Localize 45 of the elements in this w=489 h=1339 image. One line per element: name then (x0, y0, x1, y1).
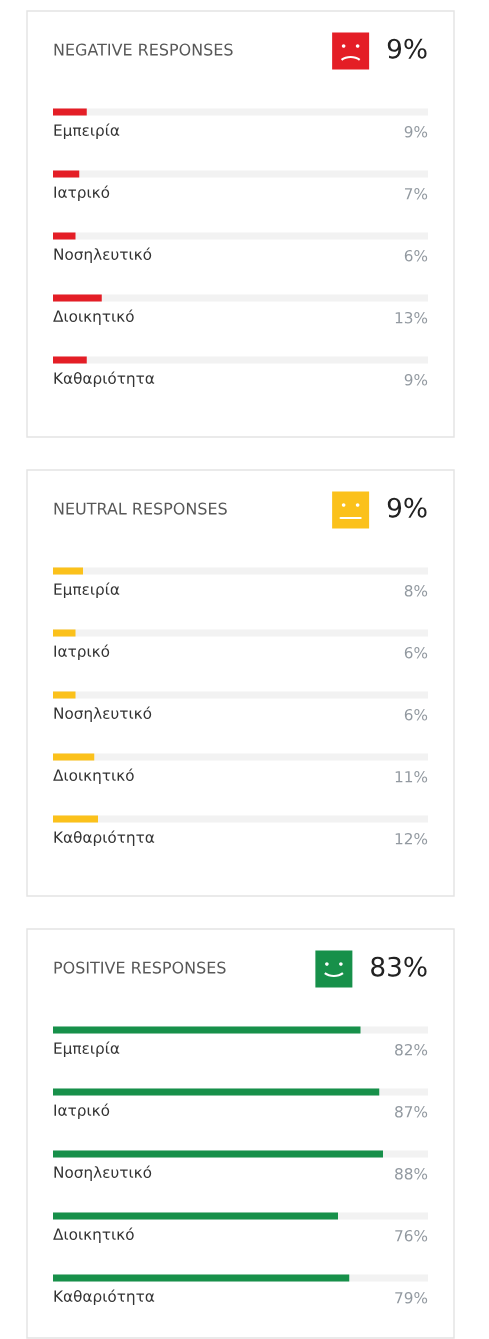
y-tick-label: Νοσηλευτικό (54, 247, 152, 263)
bar (53, 294, 102, 302)
text: 9% (387, 38, 427, 59)
data-label: 13% (395, 311, 428, 324)
data-label: 9% (404, 373, 428, 386)
y-tick-label: Ιατρικό (54, 644, 110, 660)
y-tick-label: Ιατρικό (54, 185, 110, 201)
bar (53, 356, 87, 364)
y-tick-label: Καθαριότητα (54, 1289, 155, 1305)
bar (53, 567, 83, 575)
data-label: 6% (404, 249, 428, 262)
y-tick-label: Ιατρικό (54, 1103, 110, 1119)
data-label: 76% (395, 1229, 428, 1242)
y-tick-label: Νοσηλευτικό (54, 706, 152, 722)
y-tick-label: Διοικητικό (53, 309, 134, 325)
data-label: 7% (405, 187, 428, 200)
data-label: 11% (395, 770, 428, 783)
y-tick-label: Διοικητικό (53, 1227, 134, 1243)
y-tick-label: Εμπειρία (54, 582, 120, 598)
text: 9% (387, 497, 427, 518)
y-tick-label: Καθαριότητα (54, 371, 155, 387)
bar (53, 691, 76, 699)
bar (53, 629, 76, 637)
data-label: 88% (395, 1167, 428, 1180)
data-label: 87% (395, 1105, 428, 1118)
data-label: 6% (404, 708, 428, 721)
chart-title: POSITIVE RESPONSES (54, 961, 226, 974)
data-label: 9% (404, 125, 428, 138)
data-label: 6% (404, 646, 428, 659)
bar (53, 108, 87, 116)
chart-title: NEGATIVE RESPONSES (54, 43, 233, 56)
y-tick-label: Καθαριότητα (54, 830, 155, 846)
data-label: 12% (395, 832, 428, 845)
data-label: 79% (395, 1291, 428, 1304)
bar (53, 170, 80, 178)
bar (53, 232, 76, 240)
data-label: 8% (404, 584, 428, 597)
data-label: 82% (395, 1043, 428, 1056)
chart-title: NEUTRAL RESPONSES (54, 502, 227, 515)
bar (53, 815, 98, 823)
y-tick-label: Διοικητικό (53, 768, 134, 784)
y-tick-label: Νοσηλευτικό (54, 1165, 152, 1181)
text: 83% (371, 956, 427, 977)
y-tick-label: Εμπειρία (54, 123, 120, 139)
y-tick-label: Εμπειρία (54, 1041, 120, 1057)
